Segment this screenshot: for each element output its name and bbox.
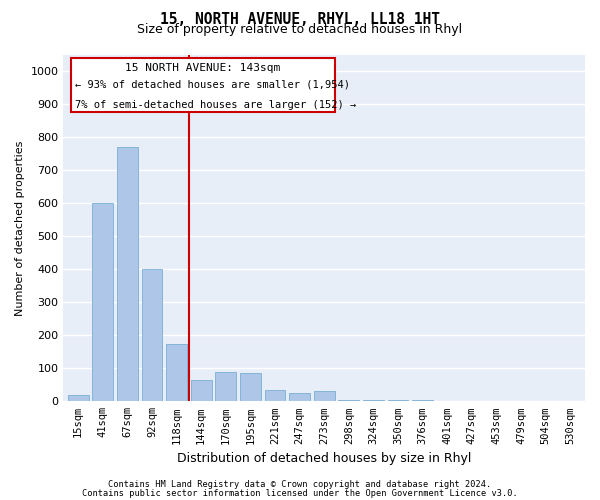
Text: Size of property relative to detached houses in Rhyl: Size of property relative to detached ho… [137, 22, 463, 36]
Text: 7% of semi-detached houses are larger (152) →: 7% of semi-detached houses are larger (1… [76, 100, 356, 110]
Text: Contains public sector information licensed under the Open Government Licence v3: Contains public sector information licen… [82, 488, 518, 498]
FancyBboxPatch shape [71, 58, 335, 112]
Bar [166, 344, 187, 402]
Bar [215, 372, 236, 402]
Bar [388, 400, 409, 402]
Bar [289, 393, 310, 402]
Bar [363, 400, 384, 402]
Bar [68, 394, 89, 402]
Bar [412, 400, 433, 402]
Text: 15 NORTH AVENUE: 143sqm: 15 NORTH AVENUE: 143sqm [125, 62, 281, 72]
Bar [240, 374, 261, 402]
Bar [338, 400, 359, 402]
Bar [117, 148, 138, 402]
Text: Contains HM Land Registry data © Crown copyright and database right 2024.: Contains HM Land Registry data © Crown c… [109, 480, 491, 489]
Bar [142, 270, 163, 402]
Bar [92, 204, 113, 402]
Text: 15, NORTH AVENUE, RHYL, LL18 1HT: 15, NORTH AVENUE, RHYL, LL18 1HT [160, 12, 440, 28]
X-axis label: Distribution of detached houses by size in Rhyl: Distribution of detached houses by size … [177, 452, 472, 465]
Bar [191, 380, 212, 402]
Bar [314, 392, 335, 402]
Y-axis label: Number of detached properties: Number of detached properties [15, 140, 25, 316]
Text: ← 93% of detached houses are smaller (1,954): ← 93% of detached houses are smaller (1,… [76, 79, 350, 89]
Bar [265, 390, 286, 402]
